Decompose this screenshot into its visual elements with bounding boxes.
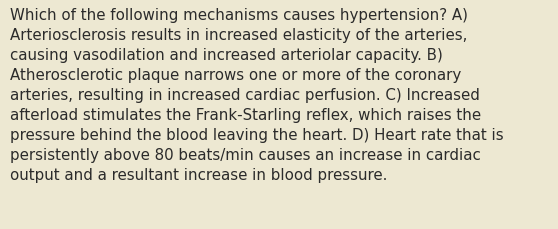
Text: Which of the following mechanisms causes hypertension? A)
Arteriosclerosis resul: Which of the following mechanisms causes… bbox=[10, 8, 504, 183]
